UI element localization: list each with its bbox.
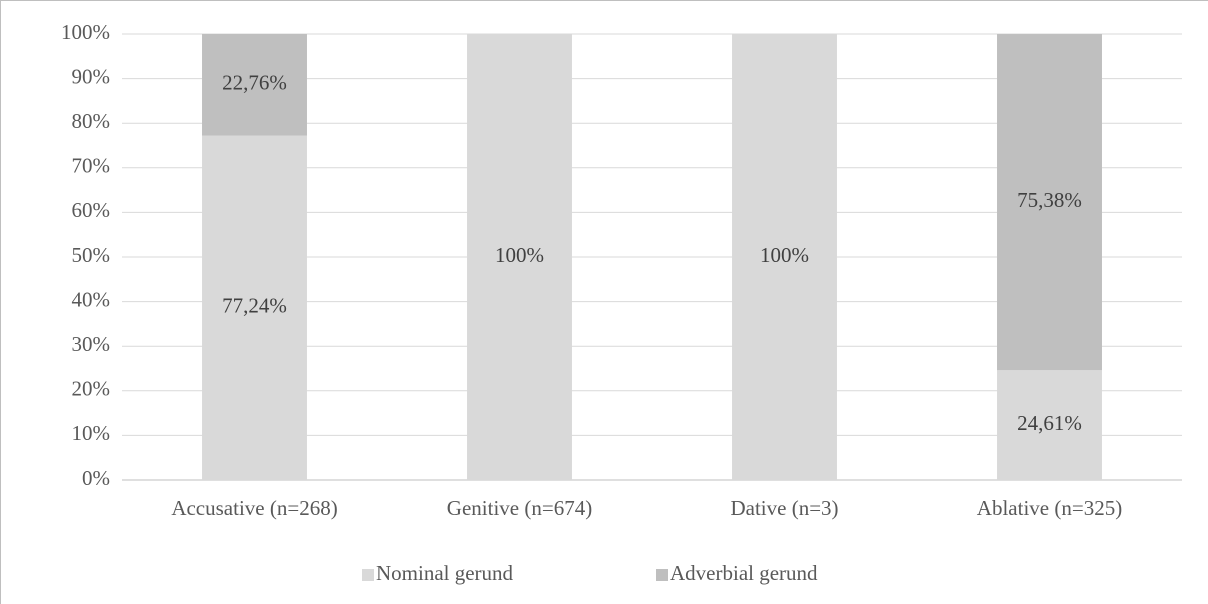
y-tick-label: 20% xyxy=(72,377,111,401)
y-tick-label: 50% xyxy=(72,243,111,267)
legend-swatch xyxy=(656,569,668,581)
data-label: 100% xyxy=(760,243,809,267)
bar-segment xyxy=(997,34,1102,371)
legend-swatch xyxy=(362,569,374,581)
bar-segment xyxy=(997,370,1102,480)
x-tick-label: Accusative (n=268) xyxy=(171,496,337,520)
y-tick-label: 60% xyxy=(72,198,111,222)
y-tick-label: 80% xyxy=(72,109,111,133)
y-tick-label: 10% xyxy=(72,421,111,445)
x-tick-label: Genitive (n=674) xyxy=(447,496,592,520)
y-tick-label: 40% xyxy=(72,287,111,311)
bar-segment xyxy=(202,34,307,136)
y-tick-label: 30% xyxy=(72,332,111,356)
x-tick-label: Ablative (n=325) xyxy=(977,496,1122,520)
y-tick-label: 70% xyxy=(72,154,111,178)
y-tick-label: 90% xyxy=(72,64,111,88)
legend-label: Adverbial gerund xyxy=(670,561,818,585)
data-label: 75,38% xyxy=(1017,188,1082,212)
data-label: 77,24% xyxy=(222,294,287,318)
y-tick-label: 0% xyxy=(82,466,110,490)
legend-label: Nominal gerund xyxy=(376,561,514,585)
bar-segment xyxy=(202,135,307,481)
data-label: 100% xyxy=(495,243,544,267)
bar-segment xyxy=(732,34,837,480)
x-tick-label: Dative (n=3) xyxy=(730,496,838,520)
y-tick-label: 100% xyxy=(61,20,110,44)
bar-segment xyxy=(467,34,572,480)
data-label: 24,61% xyxy=(1017,411,1082,435)
data-label: 22,76% xyxy=(222,71,287,95)
